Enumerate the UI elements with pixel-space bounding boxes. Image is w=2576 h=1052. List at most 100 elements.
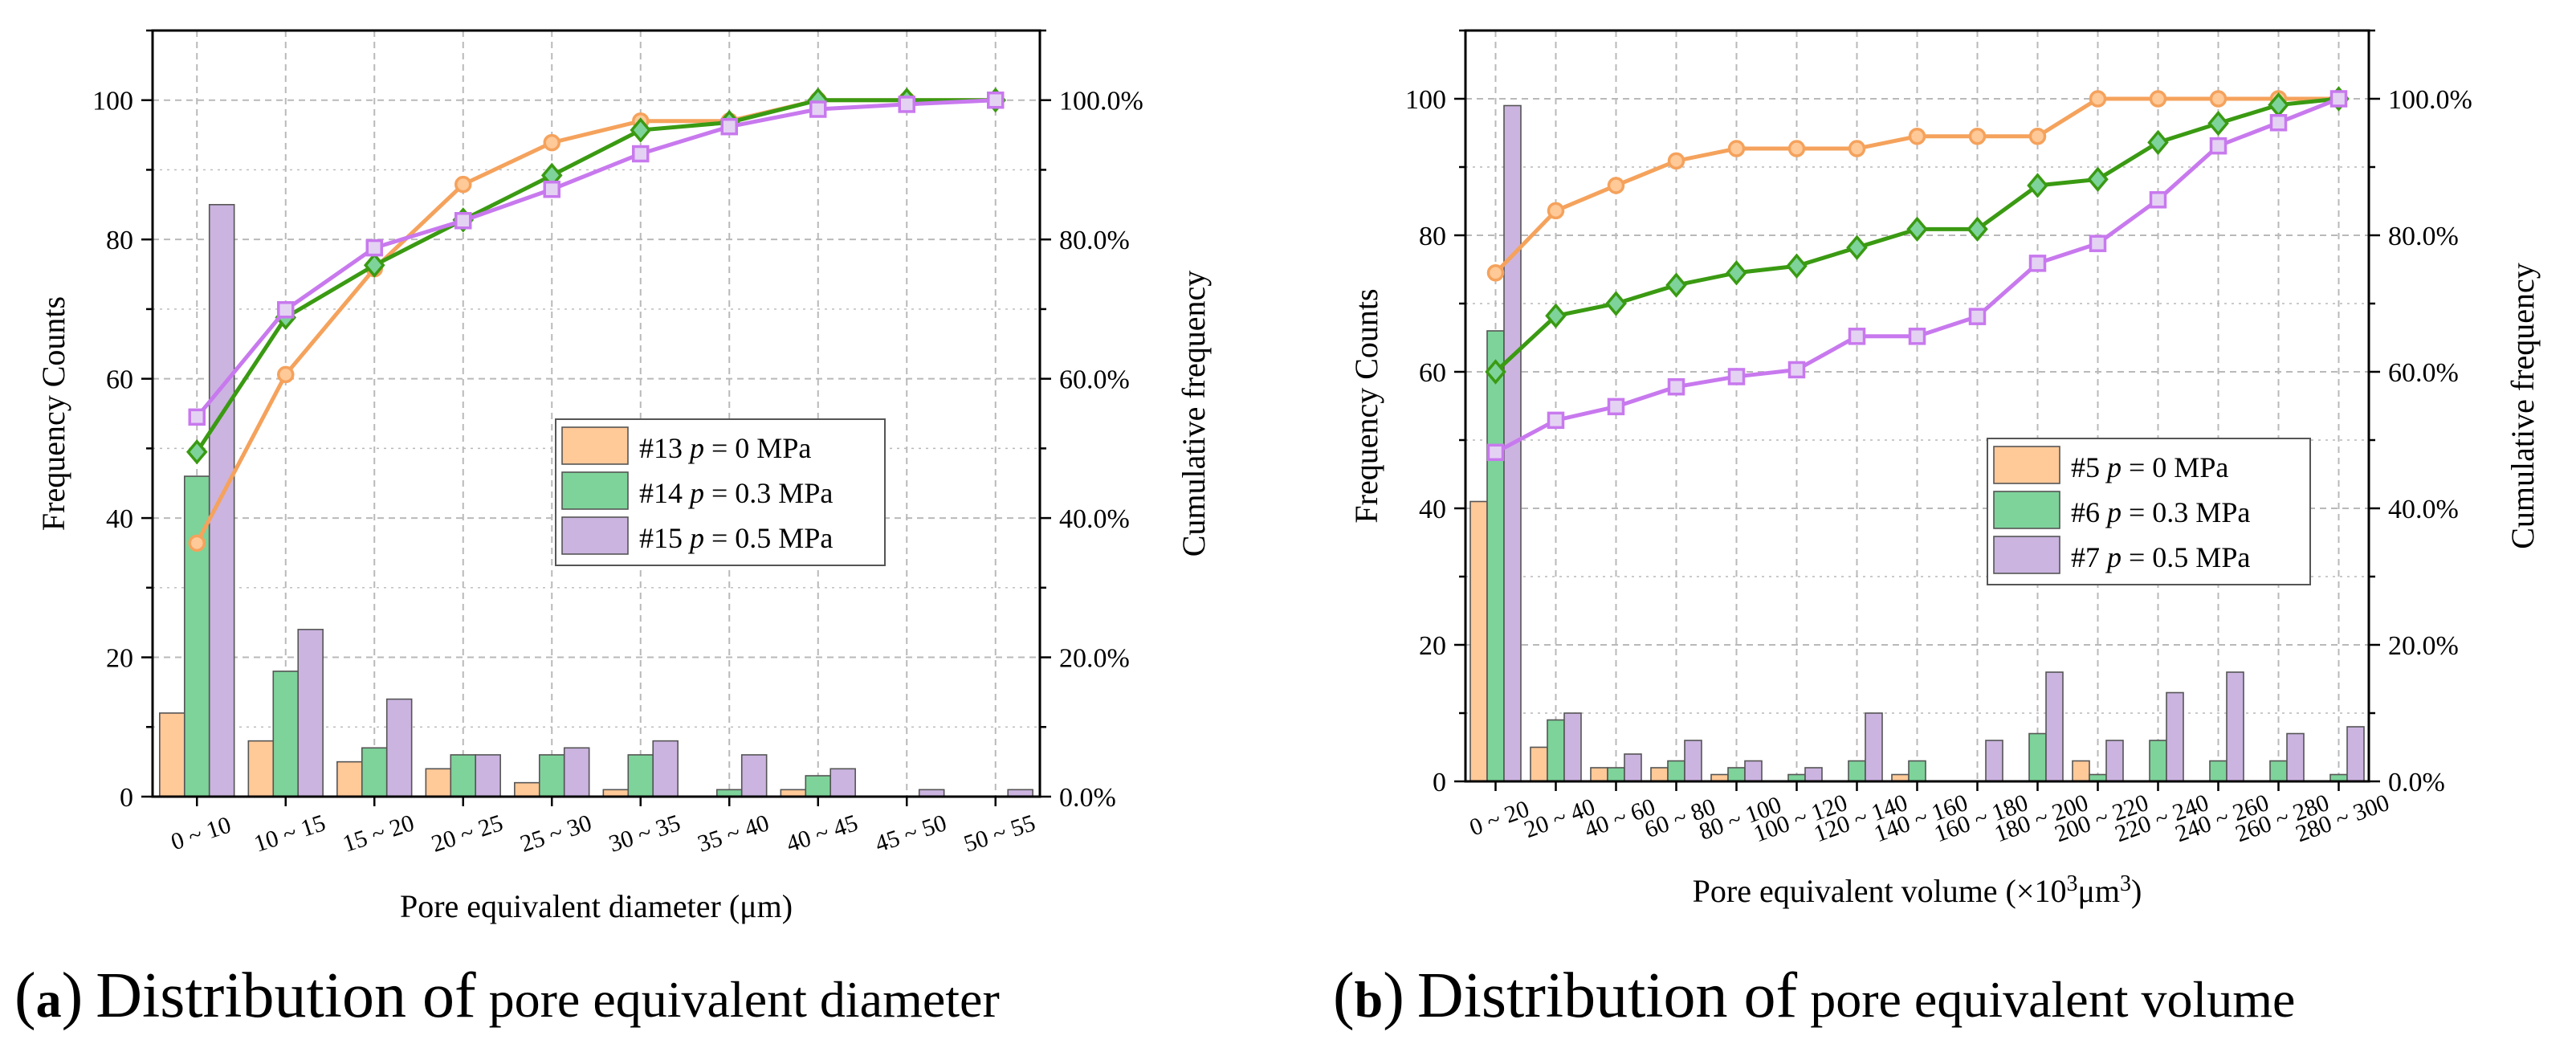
point [1486, 264, 1505, 282]
point [1486, 443, 1505, 462]
y2-tick-label: 40.0% [2388, 495, 2459, 524]
bar [208, 204, 235, 797]
point [809, 100, 827, 118]
y-tick-label: 20 [1419, 631, 1446, 661]
bar [450, 754, 477, 797]
bar [297, 629, 324, 797]
caption-a-letter: a [35, 971, 62, 1028]
cum-line [195, 98, 996, 454]
point [1665, 272, 1687, 298]
bar [1667, 760, 1685, 782]
y2-tick-label: 100.0% [2388, 85, 2472, 115]
plot-frame [151, 29, 1041, 798]
y2-axis-a: 0.0% 20.0% 40.0% 60.0% 80.0% 100.0% [1040, 29, 1143, 813]
point [454, 212, 472, 230]
point [543, 133, 560, 152]
point [1667, 377, 1685, 396]
bar [1563, 712, 1582, 782]
point [277, 301, 295, 319]
x-axis-title-part: μm [2077, 873, 2120, 909]
y-axis-a: 0 20 40 60 80 100 [92, 29, 153, 813]
y-tick-label: 0 [120, 783, 133, 813]
cum-series-7 [1486, 90, 2348, 462]
point [1607, 398, 1625, 416]
y-tick-label: 100 [92, 87, 133, 116]
point [1786, 253, 1808, 279]
point [2149, 191, 2167, 209]
legend-label: #14 p = 0.3 MPa [639, 477, 833, 509]
legend-series-name: #7 [2071, 541, 2107, 573]
bar [1530, 746, 1548, 782]
bar-series-6 [1486, 330, 2348, 782]
point [632, 145, 650, 163]
point [898, 96, 915, 113]
legend-pressure-var: p [687, 522, 704, 554]
x-tick-label: 50 ~ 55 [960, 809, 1038, 858]
bar [514, 781, 540, 797]
cum-series-5 [1486, 90, 2348, 282]
point [543, 180, 560, 198]
legend-series-name: #5 [2071, 451, 2107, 483]
bar [538, 754, 565, 797]
y-tick-label: 100 [1405, 85, 1446, 115]
bar [385, 698, 413, 797]
bar [1607, 767, 1625, 782]
y-tick-label: 80 [1419, 222, 1446, 251]
bar [361, 747, 388, 797]
legend-swatch [561, 426, 629, 465]
bar [1684, 740, 1702, 782]
bar [1469, 500, 1488, 782]
caption-b-close: ) [1383, 960, 1404, 1031]
caption-a-close: ) [61, 960, 84, 1031]
bar [1486, 330, 1505, 782]
point [2028, 255, 2047, 272]
x-tick-label: 40 ~ 45 [783, 809, 861, 858]
point [1545, 303, 1567, 329]
legend-pressure-var: p [2105, 451, 2122, 483]
bar [2105, 740, 2124, 782]
x-tick-label: 10 ~ 15 [251, 809, 328, 858]
legend-label: #13 p = 0 MPa [639, 432, 811, 464]
x-tick-label: 35 ~ 40 [695, 809, 772, 858]
y-tick-label: 40 [1419, 495, 1446, 524]
legend-series-name: #13 [639, 432, 690, 464]
y2-tick-label: 0.0% [2388, 768, 2445, 797]
point [2149, 90, 2167, 108]
legend-label: #5 p = 0 MPa [2071, 451, 2228, 483]
point [2028, 128, 2047, 145]
legend-pressure-value: = 0.3 MPa [2122, 496, 2250, 528]
y-axis-title: Frequency Counts [1348, 288, 1384, 523]
legend-swatch [1993, 446, 2060, 484]
bar [2166, 691, 2184, 782]
legend-series-name: #6 [2071, 496, 2107, 528]
legend-label: #7 p = 0.5 MPa [2071, 541, 2250, 573]
y-tick-label: 40 [106, 504, 133, 534]
bar [1985, 740, 2003, 782]
legend-label: #15 p = 0.5 MPa [639, 522, 833, 554]
point [630, 117, 652, 143]
legend-pressure-var: p [687, 477, 704, 509]
bar-series-13 [159, 712, 807, 797]
y2-tick-label: 20.0% [2388, 631, 2459, 661]
point [2269, 114, 2288, 132]
bar [272, 671, 300, 797]
legend-swatch [1993, 536, 2060, 574]
y-tick-label: 60 [106, 365, 133, 395]
bar [1650, 767, 1669, 782]
point [1726, 260, 1747, 286]
bar [159, 712, 185, 797]
bar [2286, 732, 2305, 782]
chart-a: 0 20 40 60 80 100 0.0% 20.0% 40.0% 60.0% 80.0% 100.… [35, 29, 1212, 924]
point [277, 365, 295, 384]
point [2087, 166, 2109, 193]
caption-a-open: ( [14, 960, 36, 1031]
bar [1727, 767, 1746, 782]
bar [425, 768, 452, 797]
x-axis-a: 0 ~ 10 10 ~ 15 15 ~ 20 20 ~ 25 25 ~ 30 30 ~ 3… [168, 797, 1038, 858]
bar [247, 740, 275, 797]
y2-tick-label: 40.0% [1059, 504, 1130, 534]
point [2147, 129, 2169, 156]
bar [563, 747, 590, 797]
cum-series-14 [185, 88, 1007, 465]
